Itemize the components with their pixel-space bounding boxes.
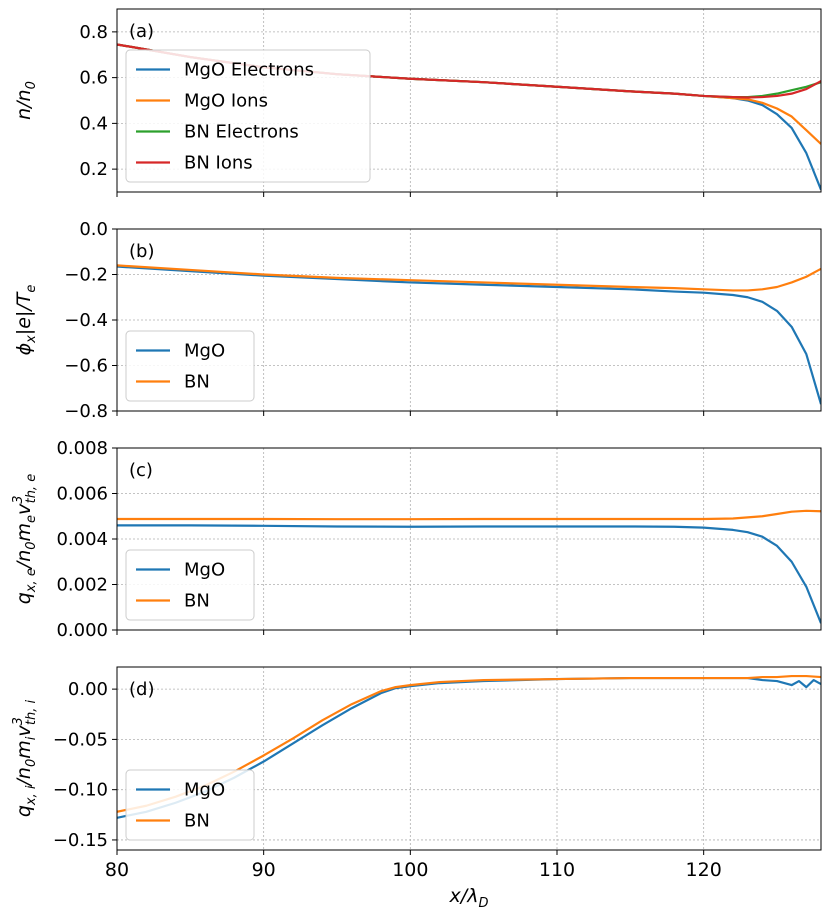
- panel-c: 0.000 0.002 0.004 0.006 0.008 (c) MgO BN qx, e/n…: [11, 438, 822, 641]
- panel-d: −0.15 −0.10 −0.05 0.00 (d) MgO BN qx, i/n0miv3t…: [11, 666, 822, 911]
- legend-label: MgO: [184, 560, 225, 581]
- plot-frame: [116, 666, 822, 851]
- y-tick-label: 0.2: [79, 159, 108, 180]
- y-axis-label: ϕx|e|/Te: [13, 285, 39, 356]
- y-tick-label: 0.008: [56, 438, 108, 459]
- y-label-sub3: i: [24, 736, 39, 740]
- y-tick-label: 0.4: [79, 113, 108, 134]
- y-label-rest: /n: [13, 550, 35, 570]
- series-line-bn: [117, 509, 821, 521]
- y-tick-label: 0.00: [68, 679, 108, 700]
- y-label-rest: |e|/T: [13, 291, 35, 335]
- x-tick-label: 100: [392, 859, 428, 881]
- legend-label: BN: [184, 372, 210, 393]
- plot-frame: [116, 447, 822, 631]
- y-label-main: n/n: [13, 89, 35, 120]
- x-tick-label: 120: [686, 859, 722, 881]
- y-tick-label: −0.15: [53, 830, 108, 851]
- legend-label: BN: [184, 811, 210, 832]
- panel-label: (c): [129, 460, 153, 481]
- legend-label: BN Electrons: [184, 122, 299, 143]
- y-label-sub3: e: [24, 515, 39, 523]
- y-label-sub: x, i: [24, 785, 39, 806]
- y-label-sub: x, e: [24, 568, 39, 593]
- y-tick-label: 0.002: [56, 575, 108, 596]
- x-tick-label: 80: [105, 859, 129, 881]
- y-label-main: q: [13, 592, 35, 604]
- y-label-main: q: [13, 805, 35, 817]
- y-axis-label: qx, e/n0mev3th, e: [11, 474, 39, 604]
- y-tick-label: 0.0: [79, 219, 108, 240]
- y-tick-label: −0.8: [64, 401, 108, 422]
- y-tick-label: 0.8: [79, 22, 108, 43]
- x-label-sub: D: [478, 896, 488, 911]
- y-axis-label: qx, i/n0miv3th, i: [11, 699, 39, 817]
- y-label-sub2: 0: [24, 541, 39, 549]
- y-label-sup: 3: [11, 717, 26, 725]
- panel-label: (d): [129, 679, 154, 700]
- y-label-sub4: th, e: [24, 474, 39, 504]
- legend-box: [125, 49, 371, 183]
- y-tick-label: −0.10: [53, 780, 108, 801]
- y-tick-label: 0.004: [56, 529, 108, 550]
- y-tick-label: −0.4: [64, 310, 108, 331]
- y-tick-label: 0.006: [56, 484, 108, 505]
- legend-label: MgO: [184, 780, 225, 801]
- panel-label: (a): [129, 21, 154, 42]
- y-label-rest2: m: [13, 523, 35, 542]
- legend-label: MgO Electrons: [184, 60, 314, 81]
- y-label-rest2: m: [13, 740, 35, 759]
- y-label-sub2: e: [24, 285, 39, 293]
- y-label-main: ϕ: [13, 343, 35, 356]
- y-label-sub4: th, i: [24, 699, 39, 725]
- legend-label: BN Ions: [184, 153, 253, 174]
- y-tick-label: 0.6: [79, 68, 108, 89]
- legend-box: [125, 330, 255, 402]
- y-label-sub2: 0: [24, 759, 39, 767]
- y-label-rest3: v: [13, 503, 35, 515]
- panel-label: (b): [129, 241, 154, 262]
- legend-box: [125, 549, 255, 621]
- y-tick-label: −0.2: [64, 265, 108, 286]
- y-label-sub: x: [24, 335, 39, 344]
- y-tick-label: −0.05: [53, 729, 108, 750]
- panel-a: 0.2 0.4 0.6 0.8 (a) MgO Electrons MgO Ions BN E…: [13, 8, 822, 197]
- series-line-mgo: [117, 524, 821, 624]
- y-label-rest3: v: [13, 725, 35, 737]
- legend-label: MgO Ions: [184, 91, 268, 112]
- y-axis-label: n/n0: [13, 81, 39, 120]
- x-tick-label: 90: [252, 859, 276, 881]
- y-tick-label: −0.6: [64, 356, 108, 377]
- x-tick-label: 110: [539, 859, 575, 881]
- panel-b: −0.8 −0.6 −0.4 −0.2 0.0 (b) MgO BN ϕx|e|/Te: [13, 219, 822, 422]
- plot-frame: [116, 228, 822, 412]
- legend-label: BN: [184, 591, 210, 612]
- plot-frame: [116, 8, 822, 193]
- series-line-mgo: [117, 265, 821, 405]
- y-tick-label: 0.000: [56, 620, 108, 641]
- x-label-main: x/λ: [449, 885, 479, 907]
- legend-label: MgO: [184, 341, 225, 362]
- legend-box: [125, 769, 255, 841]
- y-label-sup: 3: [11, 495, 26, 503]
- y-label-rest: /n: [13, 767, 35, 787]
- y-label-sub: 0: [24, 81, 39, 89]
- series-line-bn: [117, 264, 821, 292]
- x-axis-label: x/λD: [449, 885, 489, 911]
